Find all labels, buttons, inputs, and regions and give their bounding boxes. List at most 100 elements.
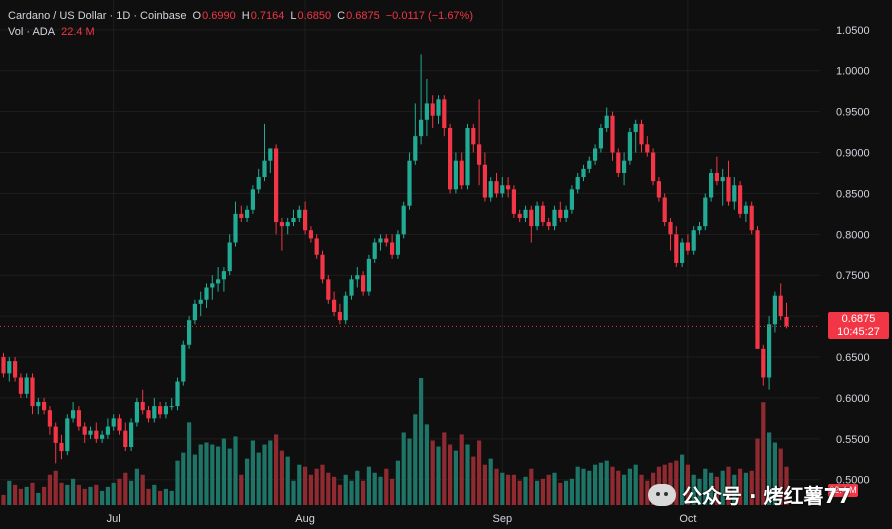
- candle-body: [616, 152, 621, 173]
- candle: [581, 164, 586, 182]
- volume-bar: [453, 450, 458, 505]
- candle: [674, 226, 679, 268]
- candle-body: [662, 197, 667, 223]
- candle: [233, 201, 238, 247]
- volume-bar: [250, 440, 255, 505]
- candle: [384, 234, 389, 247]
- candle: [517, 209, 522, 223]
- candle: [442, 95, 447, 137]
- candle-body: [453, 160, 458, 190]
- y-tick-label: 0.6500: [836, 352, 870, 364]
- volume-bar: [291, 480, 296, 505]
- candle-body: [303, 209, 308, 231]
- candle: [175, 377, 180, 411]
- volume-row: Vol · ADA 22.4 M: [8, 24, 473, 40]
- high-label: H: [241, 10, 250, 22]
- candle-body: [18, 377, 23, 394]
- low-label: L: [290, 10, 297, 22]
- candle-body: [726, 177, 731, 202]
- volume-bar: [778, 448, 783, 505]
- candle-body: [59, 442, 64, 452]
- candle: [395, 230, 400, 259]
- candle-body: [227, 242, 232, 272]
- candle-body: [158, 406, 163, 415]
- candle-body: [587, 160, 592, 169]
- volume-bar: [494, 468, 499, 505]
- volume-bar: [390, 478, 395, 505]
- candle-body: [610, 115, 615, 153]
- volume-bar: [558, 482, 563, 505]
- candle-body: [111, 418, 116, 427]
- volume-bar: [262, 444, 267, 505]
- candle: [604, 107, 609, 133]
- candle: [755, 226, 760, 349]
- candle: [656, 177, 661, 202]
- candle: [71, 402, 76, 423]
- volume-bar: [500, 472, 505, 505]
- volume-bar: [668, 462, 673, 505]
- volume-bar: [430, 440, 435, 505]
- volume-bar: [47, 474, 52, 505]
- volume-bar: [581, 468, 586, 505]
- candle: [535, 201, 540, 231]
- volume-bar: [42, 486, 47, 505]
- candle: [314, 234, 319, 259]
- candle-body: [651, 152, 656, 182]
- candle-body: [552, 209, 557, 227]
- volume-bar: [407, 438, 412, 505]
- volume-bar: [181, 452, 186, 505]
- candle-body: [372, 242, 377, 259]
- volume-bar: [448, 444, 453, 505]
- volume-bar: [76, 484, 81, 505]
- candle-body: [337, 312, 342, 321]
- volume-bar: [245, 458, 250, 505]
- candle: [94, 422, 99, 443]
- volume-title[interactable]: Vol · ADA: [8, 26, 56, 38]
- candle: [558, 201, 563, 223]
- candle-body: [749, 205, 754, 231]
- candle: [685, 234, 690, 255]
- volume-bar: [326, 472, 331, 505]
- symbol-title[interactable]: Cardano / US Dollar · 1D · Coinbase: [8, 10, 187, 22]
- candle-body: [598, 127, 603, 149]
- candle-body: [129, 422, 134, 448]
- candle-body: [239, 213, 244, 218]
- candle-body: [569, 189, 574, 210]
- candle-body: [535, 205, 540, 227]
- candle-body: [390, 242, 395, 255]
- volume-bar: [349, 480, 354, 505]
- candle-body: [221, 271, 226, 280]
- candle-body: [123, 430, 128, 448]
- y-tick-label: 0.8000: [836, 229, 870, 241]
- candle: [743, 201, 748, 223]
- volume-value: 22.4 M: [61, 26, 95, 38]
- candle: [529, 205, 534, 243]
- candle: [494, 172, 499, 198]
- candle: [598, 123, 603, 153]
- volume-bar: [506, 474, 511, 505]
- candle-body: [308, 230, 313, 239]
- volume-bar: [378, 476, 383, 505]
- candle: [720, 168, 725, 206]
- volume-bar: [784, 466, 789, 505]
- volume-bar: [720, 470, 725, 505]
- candle: [7, 357, 12, 382]
- candle-body: [146, 410, 151, 419]
- x-tick-label: Oct: [679, 513, 696, 525]
- volume-bar: [152, 484, 157, 505]
- candle: [633, 119, 638, 153]
- candle-body: [564, 209, 569, 218]
- candle-body: [761, 348, 766, 378]
- candle-body: [523, 209, 528, 218]
- volume-bar: [680, 454, 685, 505]
- candle: [610, 111, 615, 161]
- volume-bar: [552, 472, 557, 505]
- candle-body: [192, 303, 197, 321]
- candle-body: [82, 426, 87, 435]
- candle-body: [30, 377, 35, 407]
- candle: [546, 217, 551, 231]
- candle: [575, 172, 580, 194]
- candle: [239, 205, 244, 223]
- volume-bar: [268, 440, 273, 505]
